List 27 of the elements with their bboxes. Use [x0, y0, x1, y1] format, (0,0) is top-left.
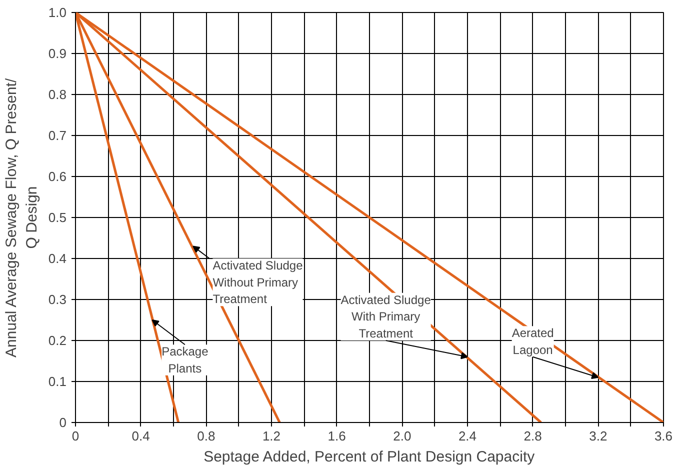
x-tick-label: 2.0 — [393, 428, 412, 444]
x-axis-title: Septage Added, Percent of Plant Design Capacity — [204, 448, 536, 466]
x-tick-label: 2.4 — [458, 428, 477, 444]
y-axis-title: Annual Average Sewage Flow, Q Present/ Q Design — [3, 78, 40, 358]
annotation: Aerated Lagoon — [512, 326, 554, 357]
x-tick-label: 0.4 — [132, 428, 150, 444]
y-tick-label: 0.4 — [48, 251, 67, 266]
annotation: Package Plants — [162, 344, 209, 376]
y-tick-label: 0.3 — [48, 292, 67, 307]
y-tick-label: 0.5 — [48, 210, 67, 225]
y-tick-label: 0.1 — [48, 374, 67, 389]
x-tick-label: 0.8 — [197, 428, 216, 444]
x-tick-label: 2.8 — [524, 428, 542, 444]
x-tick-label: 3.2 — [589, 428, 608, 444]
x-tick-label: 1.2 — [262, 428, 281, 444]
x-tick-label: 1.6 — [328, 428, 346, 444]
annotation: Activated Sludge With Primary Treatment — [340, 292, 432, 340]
y-tick-label: 0.7 — [48, 128, 67, 143]
y-tick-label: 0.6 — [48, 169, 67, 184]
y-tick-label: 0 — [59, 415, 67, 430]
y-tick-label: 0.2 — [48, 333, 67, 348]
x-tick-label: 0 — [72, 428, 80, 444]
annotation: Activated Sludge Without Primary Treatment — [212, 258, 304, 306]
y-tick-label: 0.8 — [48, 87, 67, 102]
y-tick-label: 0.9 — [48, 46, 67, 61]
x-tick-label: 3.6 — [654, 428, 673, 444]
y-tick-label: 1.0 — [48, 5, 67, 20]
